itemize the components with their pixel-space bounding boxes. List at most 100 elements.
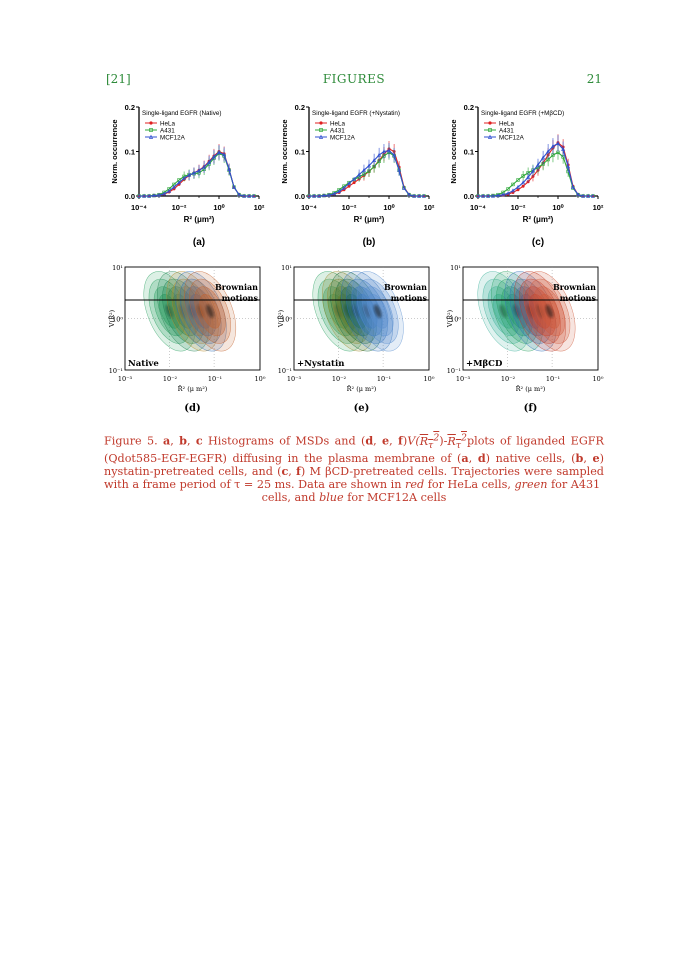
- legend-marker: [148, 134, 154, 139]
- data-point: [352, 181, 356, 185]
- hist-y-axis-label: Norm. occurrence: [449, 119, 458, 183]
- panel-label: (e): [354, 403, 370, 414]
- data-point: [321, 193, 326, 198]
- hist-y-tick-label: 0.0: [464, 192, 474, 201]
- contour-y-tick-label: 10¹: [112, 264, 123, 272]
- data-point: [157, 192, 161, 197]
- legend-marker: [319, 128, 323, 132]
- motions-label: motions: [391, 293, 428, 303]
- hist-x-tick-label: 10⁻⁴: [131, 203, 147, 212]
- data-point: [162, 191, 167, 196]
- legend-label-hela: HeLa: [160, 121, 176, 128]
- caption-fig-label: Figure 5.: [104, 434, 158, 448]
- caption-ref-a2: a: [461, 450, 469, 465]
- contour-y-tick-label: 10⁰: [112, 316, 123, 324]
- data-point: [501, 190, 505, 195]
- caption-text-4: ) native cells, (: [485, 451, 576, 465]
- condition-label: Native: [128, 359, 159, 369]
- data-point: [516, 188, 520, 192]
- data-point: [387, 148, 391, 153]
- legend-label-hela: HeLa: [330, 121, 346, 128]
- legend-marker: [149, 128, 153, 132]
- caption-red: red: [405, 477, 425, 491]
- hist-x-axis-label: R² (μm²): [184, 215, 215, 224]
- data-point: [381, 149, 386, 154]
- data-point: [421, 193, 426, 198]
- data-point: [496, 193, 500, 198]
- header-center: FIGURES: [322, 72, 386, 86]
- density-core: [165, 304, 174, 318]
- contour-x-tick-label: 10⁻¹: [208, 375, 223, 383]
- contour-y-axis-label: V(R̄²): [276, 309, 285, 328]
- data-point: [397, 167, 402, 172]
- data-point: [312, 193, 317, 198]
- hist-y-tick-label: 0.1: [464, 148, 474, 157]
- contour-y-tick-label: 10⁻¹: [447, 367, 462, 375]
- data-point: [561, 147, 566, 151]
- contour-x-axis-label: R̄² (μ m²): [516, 384, 546, 393]
- data-point: [147, 193, 152, 198]
- caption-r-term-2: Rτ2: [447, 432, 467, 451]
- legend-label-mcf12a: MCF12A: [499, 135, 525, 142]
- contour-x-tick-label: 10⁻¹: [377, 375, 392, 383]
- density-core: [526, 304, 535, 318]
- density-core: [363, 304, 371, 318]
- data-point: [506, 191, 511, 195]
- contour-y-axis-label: V(R̄²): [107, 309, 116, 328]
- data-point: [142, 193, 147, 198]
- data-point: [182, 175, 187, 180]
- data-point: [347, 181, 351, 186]
- data-point: [191, 170, 196, 175]
- data-point: [167, 187, 171, 191]
- data-point: [541, 155, 546, 160]
- panel-label: (f): [524, 403, 538, 414]
- hist-title: Single-ligand EGFR (Native): [142, 110, 221, 117]
- density-core: [513, 304, 521, 318]
- caption-text-5: ) nystatin-pretreated cells, and (: [104, 451, 604, 478]
- caption-text-2: ): [402, 434, 408, 448]
- header-page-number: 21: [586, 72, 602, 86]
- data-point: [412, 193, 417, 198]
- contour-x-tick-label: 10⁻³: [287, 375, 302, 383]
- contour-x-axis-label: R̄² (μ m²): [178, 384, 208, 393]
- contour-x-tick-label: 10⁰: [255, 375, 266, 383]
- contour-x-tick-label: 10⁻³: [456, 375, 471, 383]
- data-point: [367, 163, 371, 168]
- density-core: [206, 304, 214, 318]
- data-point: [251, 193, 256, 198]
- panel-label: (b): [363, 237, 376, 248]
- data-point: [581, 193, 586, 198]
- legend-label-a431: A431: [330, 128, 345, 135]
- panel-label: (d): [184, 403, 200, 414]
- data-point: [526, 175, 531, 179]
- histogram-panel-3: 0.0 0.1 0.2 10⁻⁴ 10⁻² 10⁰ 10² Norm. occurrence R…: [449, 103, 604, 248]
- caption-ref-c2: c: [281, 463, 289, 478]
- caption-ref-b: b: [179, 433, 187, 448]
- data-point: [550, 143, 555, 148]
- hist-y-tick-label: 0.0: [295, 192, 305, 201]
- data-point: [361, 167, 366, 172]
- histogram-panel-1: 0.0 0.1 0.2 10⁻⁴ 10⁻² 10⁰ 10² Norm. occurrence R…: [110, 103, 265, 248]
- hist-x-tick-label: 10²: [424, 203, 435, 212]
- legend-label-mcf12a: MCF12A: [160, 135, 186, 142]
- series-line-a431: [478, 151, 593, 197]
- hist-x-tick-label: 10⁻⁴: [301, 203, 317, 212]
- caption-last-line: cells, and blue for MCF12A cells: [104, 491, 604, 504]
- data-point: [506, 187, 510, 191]
- data-point: [590, 193, 595, 198]
- caption-r-term-1: Rτ2: [419, 432, 440, 451]
- data-point: [177, 180, 181, 185]
- legend-label-mcf12a: MCF12A: [330, 135, 356, 142]
- data-point: [171, 184, 176, 189]
- hist-y-tick-label: 0.1: [295, 148, 305, 157]
- brownian-label: Brownian: [215, 282, 258, 292]
- hist-x-axis-label: R² (μm²): [354, 215, 385, 224]
- data-point: [372, 158, 377, 162]
- data-point: [546, 149, 551, 154]
- contour-x-tick-label: 10⁻²: [501, 375, 516, 383]
- data-point: [392, 152, 397, 157]
- contour-y-tick-label: 10¹: [450, 264, 461, 272]
- data-point: [521, 174, 525, 178]
